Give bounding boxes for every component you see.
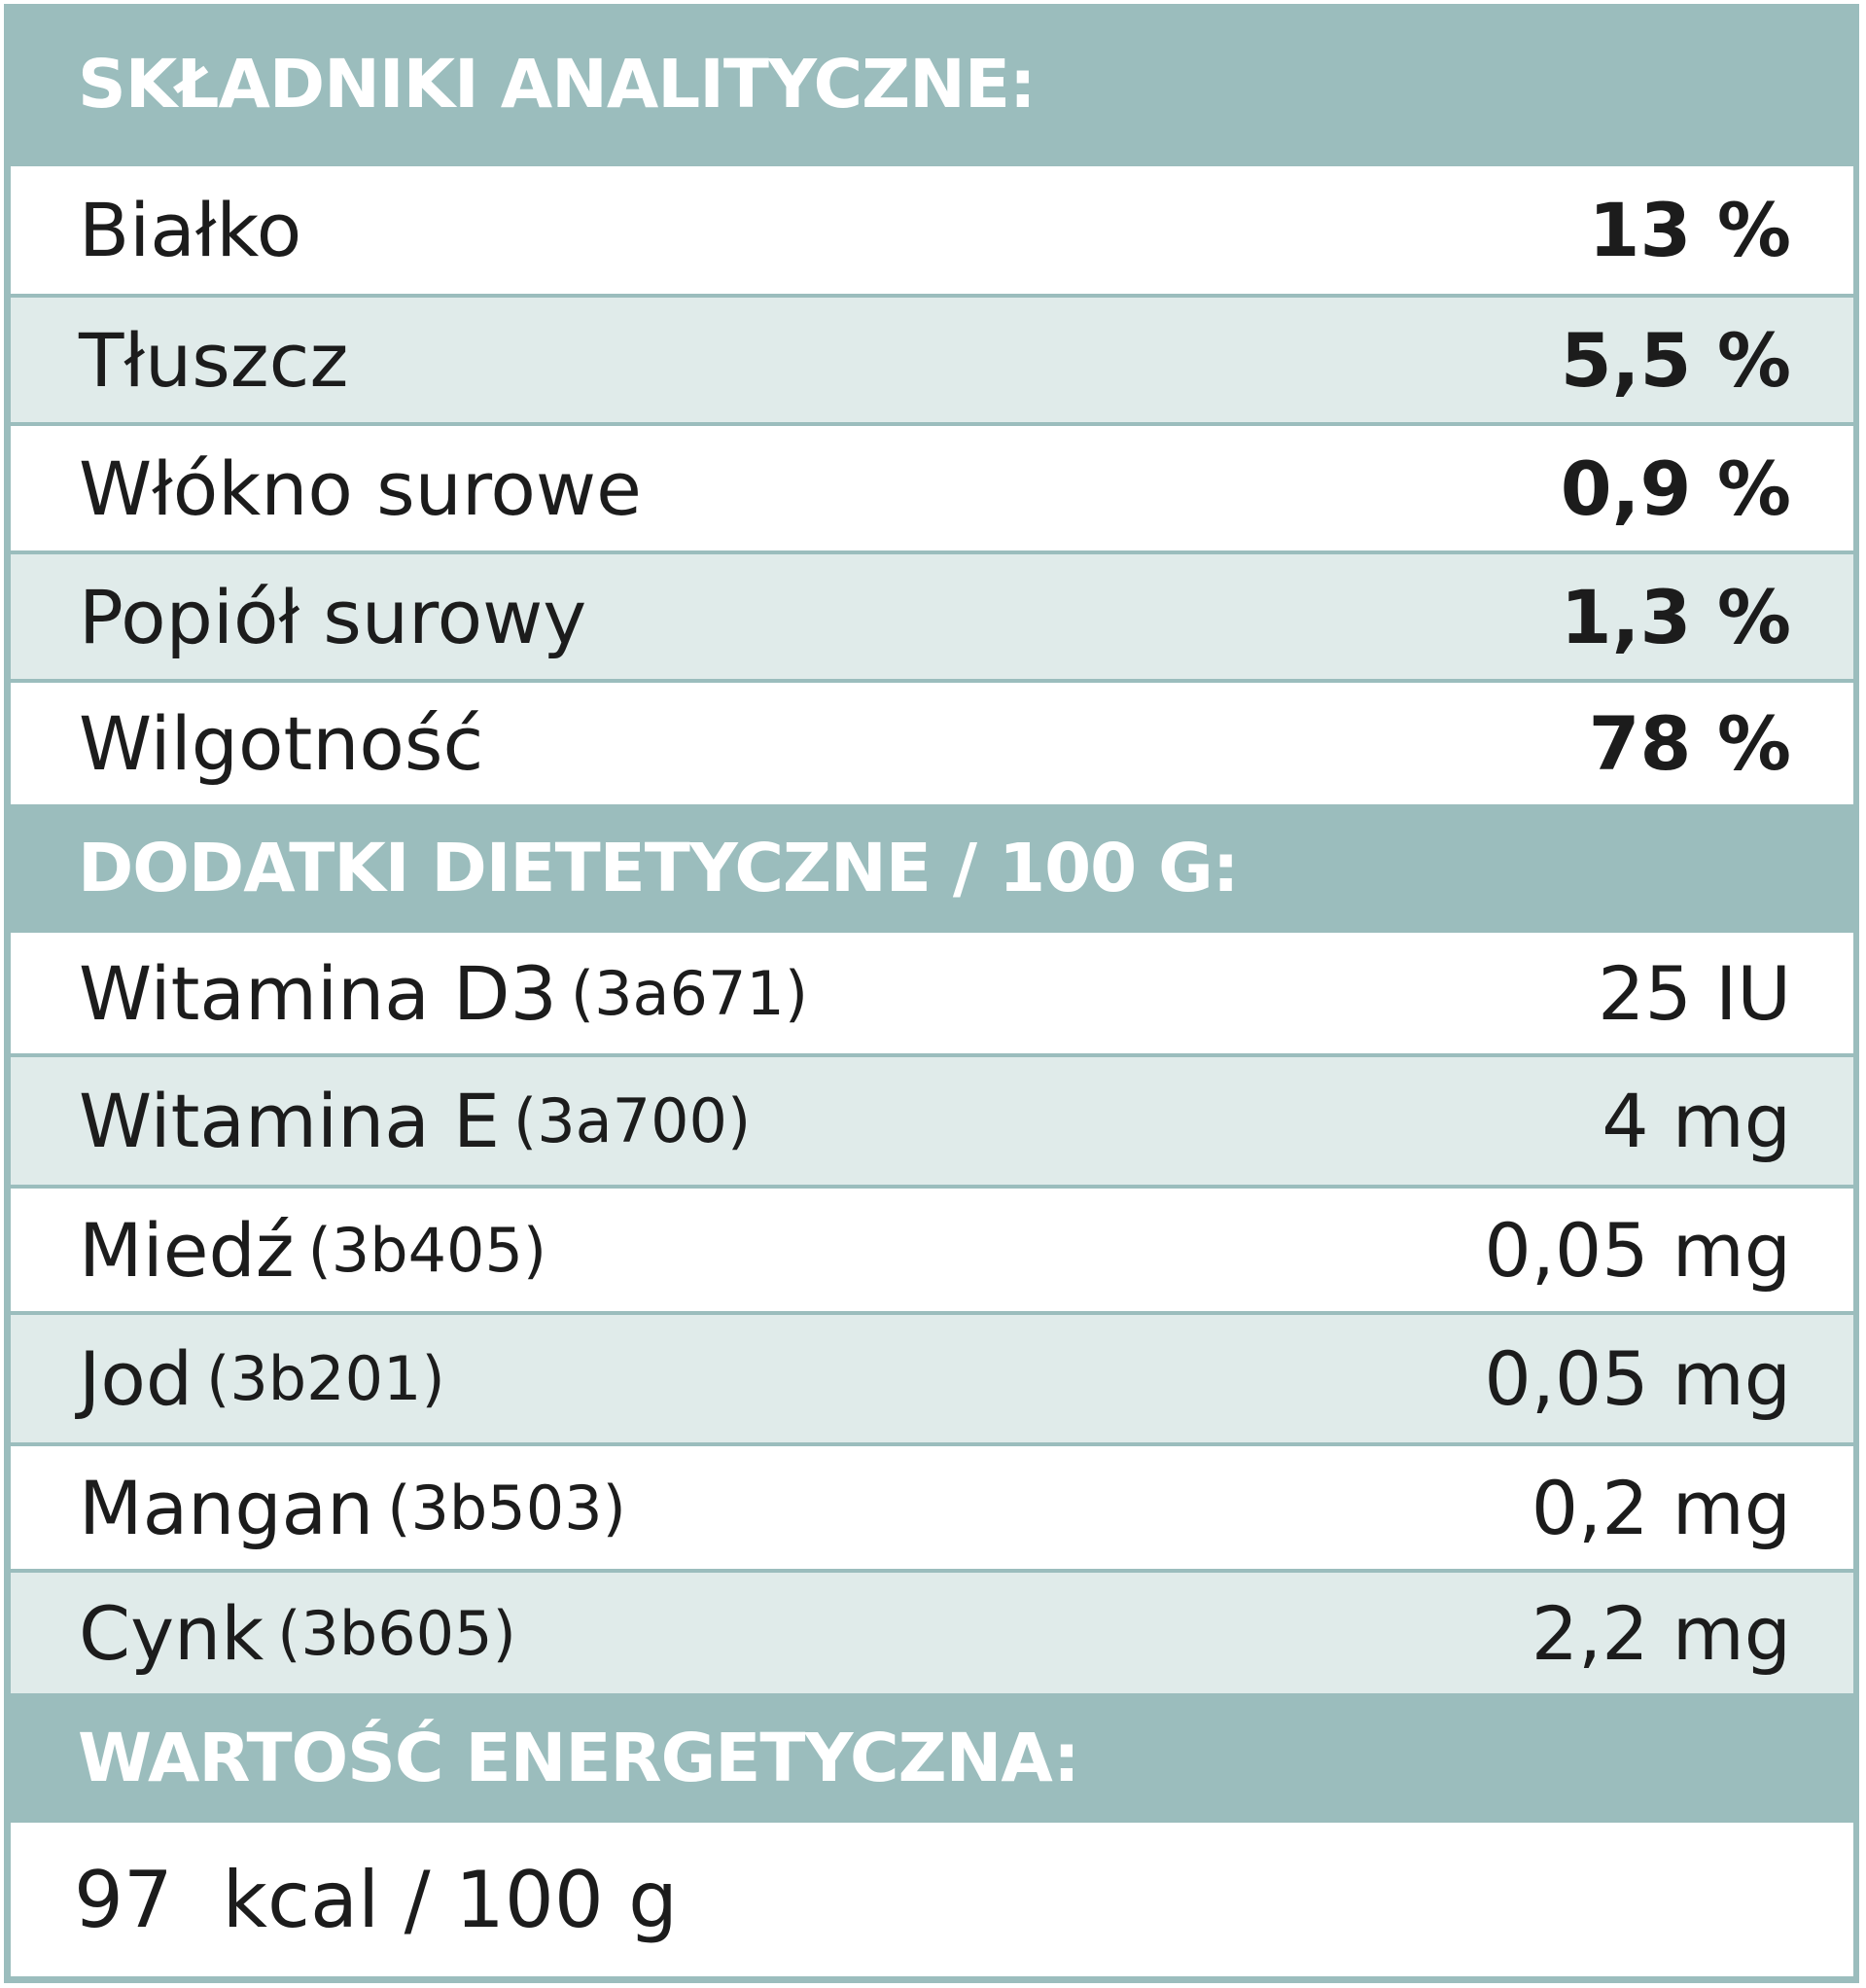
- row-label-code: (3b405): [307, 1214, 547, 1286]
- section-header-energy-text: WARTOŚĆ ENERGETYCZNA:: [78, 1719, 1080, 1797]
- table-row: Popiół surowy 1,3 %: [11, 554, 1853, 679]
- row-label-code: (3b201): [206, 1343, 445, 1414]
- row-label: Cynk (3b605): [79, 1573, 516, 1693]
- section-header-energy: WARTOŚĆ ENERGETYCZNA:: [4, 1693, 1859, 1823]
- row-value: 4 mg: [1602, 1078, 1791, 1164]
- table-row: Witamina D3 (3a671) 25 IU: [11, 933, 1853, 1053]
- row-label: Popiół surowy: [79, 573, 587, 660]
- section-header-analytic-text: SKŁADNIKI ANALITYCZNE:: [78, 45, 1037, 124]
- row-value: 5,5 %: [1560, 316, 1791, 404]
- row-label-code: (3b605): [277, 1597, 516, 1669]
- row-label: Witamina E (3a700): [79, 1057, 751, 1185]
- row-value: 2,2 mg: [1531, 1589, 1791, 1677]
- row-value: 25 IU: [1598, 949, 1791, 1037]
- row-label: Mangan (3b503): [79, 1446, 626, 1569]
- row-label-name: Witamina E: [79, 1078, 501, 1164]
- section-header-additives: DODATKI DIETETYCZNE / 100 G:: [4, 804, 1859, 933]
- row-value: 78 %: [1588, 700, 1791, 787]
- row-value: 0,2 mg: [1531, 1464, 1791, 1551]
- row-label: Jod (3b201): [79, 1315, 445, 1442]
- row-value: 13 %: [1588, 187, 1791, 273]
- row-label: Białko: [79, 187, 302, 273]
- row-label-code: (3b503): [387, 1472, 626, 1544]
- table-row: Tłuszcz 5,5 %: [11, 298, 1853, 422]
- table-row: Jod (3b201) 0,05 mg: [11, 1315, 1853, 1442]
- table-row: Włókno surowe 0,9 %: [11, 426, 1853, 550]
- table-row: Cynk (3b605) 2,2 mg: [11, 1573, 1853, 1693]
- row-label-name: Mangan: [79, 1464, 374, 1551]
- row-label: Tłuszcz: [79, 316, 349, 404]
- nutrition-table: SKŁADNIKI ANALITYCZNE: Białko 13 % Tłusz…: [4, 4, 1859, 1983]
- table-row: Miedź (3b405) 0,05 mg: [11, 1189, 1853, 1311]
- row-value: 1,3 %: [1560, 573, 1791, 660]
- table-row: Białko 13 %: [11, 166, 1853, 294]
- section-header-analytic: SKŁADNIKI ANALITYCZNE:: [4, 4, 1859, 164]
- row-value: 0,05 mg: [1484, 1335, 1791, 1422]
- row-label-name: Witamina D3: [79, 949, 557, 1037]
- energy-value: 97 kcal / 100 g: [74, 1854, 678, 1945]
- row-label: Wilgotność: [79, 700, 484, 787]
- table-row: Witamina E (3a700) 4 mg: [11, 1057, 1853, 1185]
- row-label: Miedź (3b405): [79, 1189, 546, 1311]
- row-label-code: (3a700): [513, 1085, 752, 1156]
- row-label: Witamina D3 (3a671): [79, 933, 808, 1053]
- row-label-name: Jod: [79, 1335, 194, 1422]
- row-label-code: (3a671): [570, 957, 809, 1029]
- row-label-name: Miedź: [79, 1206, 295, 1294]
- row-value: 0,9 %: [1560, 444, 1791, 532]
- table-row: Mangan (3b503) 0,2 mg: [11, 1446, 1853, 1569]
- section-header-additives-text: DODATKI DIETETYCZNE / 100 G:: [78, 830, 1239, 907]
- row-label-name: Cynk: [79, 1589, 264, 1677]
- table-row: Wilgotność 78 %: [11, 683, 1853, 804]
- energy-row: 97 kcal / 100 g: [11, 1823, 1853, 1976]
- row-value: 0,05 mg: [1484, 1206, 1791, 1294]
- row-label: Włókno surowe: [79, 444, 642, 532]
